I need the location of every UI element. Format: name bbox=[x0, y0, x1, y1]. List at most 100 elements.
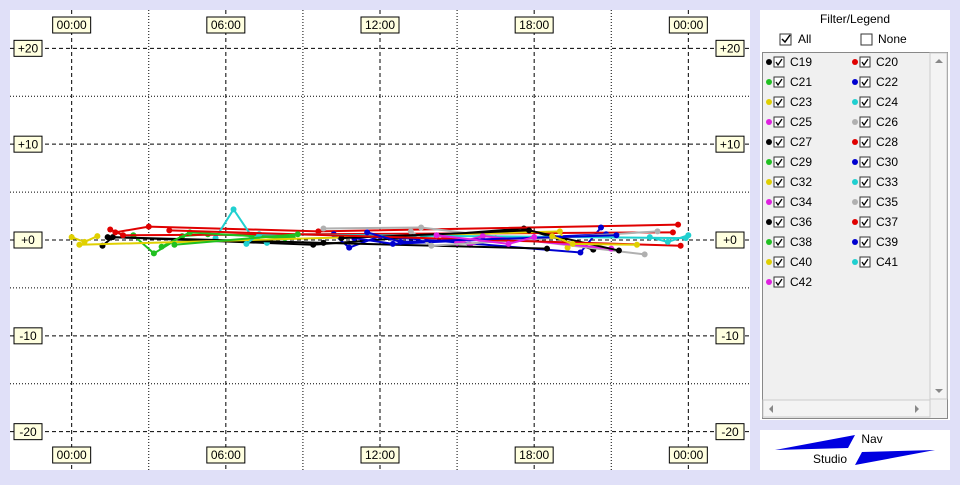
point bbox=[171, 241, 178, 248]
legend-swatch bbox=[766, 119, 772, 125]
legend-swatch bbox=[852, 179, 858, 185]
legend-swatch bbox=[852, 79, 858, 85]
legend-checkbox[interactable] bbox=[773, 156, 785, 168]
legend-label[interactable]: C34 bbox=[790, 195, 812, 209]
legend-checkbox[interactable] bbox=[773, 176, 785, 188]
point bbox=[243, 240, 250, 247]
series-line bbox=[174, 233, 298, 246]
point bbox=[641, 251, 648, 258]
legend-label[interactable]: C32 bbox=[790, 175, 812, 189]
check bbox=[861, 138, 869, 147]
legend-label[interactable]: C39 bbox=[876, 235, 898, 249]
none-label[interactable]: None bbox=[878, 32, 907, 46]
legend-checkbox[interactable] bbox=[773, 96, 785, 108]
point bbox=[556, 228, 563, 235]
legend-checkbox[interactable] bbox=[859, 256, 871, 268]
legend-checkbox[interactable] bbox=[773, 56, 785, 68]
legend-label[interactable]: C30 bbox=[876, 155, 898, 169]
x-tick-label-top-box bbox=[514, 16, 554, 34]
legend-label[interactable]: C21 bbox=[790, 75, 812, 89]
legend-label[interactable]: C37 bbox=[876, 215, 898, 229]
legend-checkbox[interactable] bbox=[773, 136, 785, 148]
legend-label[interactable]: C35 bbox=[876, 195, 898, 209]
v-scrollbar[interactable] bbox=[929, 52, 948, 400]
point bbox=[564, 244, 571, 251]
legend-label[interactable]: C33 bbox=[876, 175, 898, 189]
legend-swatch bbox=[852, 119, 858, 125]
legend-label[interactable]: C29 bbox=[790, 155, 812, 169]
check bbox=[775, 118, 783, 127]
logo-top: Nav bbox=[861, 432, 882, 446]
h-scrollbar[interactable] bbox=[762, 399, 931, 418]
check bbox=[861, 218, 869, 227]
legend-checkbox[interactable] bbox=[859, 236, 871, 248]
legend-label[interactable]: C36 bbox=[790, 215, 812, 229]
legend-checkbox[interactable] bbox=[859, 176, 871, 188]
legend-checkbox[interactable] bbox=[859, 96, 871, 108]
legend-label[interactable]: C20 bbox=[876, 55, 898, 69]
check bbox=[861, 258, 869, 267]
point bbox=[230, 206, 237, 213]
legend-checkbox[interactable] bbox=[773, 76, 785, 88]
legend-checkbox[interactable] bbox=[773, 236, 785, 248]
point bbox=[166, 227, 173, 234]
legend-label[interactable]: C38 bbox=[790, 235, 812, 249]
legend-swatch bbox=[766, 219, 772, 225]
x-tick-label-bottom: 00:00 bbox=[57, 448, 87, 462]
all-checkbox[interactable] bbox=[779, 33, 792, 46]
legend-label[interactable]: C42 bbox=[790, 275, 812, 289]
legend-label[interactable]: C23 bbox=[790, 95, 812, 109]
check bbox=[861, 58, 869, 67]
legend-checkbox[interactable] bbox=[859, 156, 871, 168]
legend-label[interactable]: C27 bbox=[790, 135, 812, 149]
check bbox=[861, 78, 869, 87]
legend-checkbox[interactable] bbox=[773, 116, 785, 128]
y-tick-label-left-box bbox=[13, 135, 43, 153]
scroll-down[interactable] bbox=[935, 389, 943, 393]
point bbox=[407, 228, 414, 235]
y-tick-label-right: -20 bbox=[721, 425, 739, 439]
legend-checkbox[interactable] bbox=[859, 216, 871, 228]
point bbox=[320, 225, 327, 232]
legend-checkbox[interactable] bbox=[859, 136, 871, 148]
legend-swatch bbox=[852, 159, 858, 165]
point bbox=[145, 223, 152, 230]
point bbox=[654, 228, 661, 235]
legend-swatch bbox=[852, 219, 858, 225]
check bbox=[775, 78, 783, 87]
legend-checkbox[interactable] bbox=[773, 196, 785, 208]
legend-checkbox[interactable] bbox=[773, 216, 785, 228]
none-checkbox[interactable] bbox=[860, 33, 873, 46]
scroll-up[interactable] bbox=[935, 59, 943, 63]
legend-label[interactable]: C25 bbox=[790, 115, 812, 129]
legend-checkbox[interactable] bbox=[859, 196, 871, 208]
scroll-left[interactable] bbox=[769, 405, 773, 413]
legend-label[interactable]: C19 bbox=[790, 55, 812, 69]
legend-checkbox[interactable] bbox=[859, 76, 871, 88]
legend-label[interactable]: C41 bbox=[876, 255, 898, 269]
all-label[interactable]: All bbox=[798, 32, 811, 46]
scroll-right[interactable] bbox=[915, 405, 919, 413]
legend-label[interactable]: C40 bbox=[790, 255, 812, 269]
legend-swatch bbox=[852, 239, 858, 245]
check bbox=[781, 34, 791, 44]
point bbox=[81, 238, 88, 245]
point bbox=[428, 242, 435, 249]
legend-swatch bbox=[766, 239, 772, 245]
check bbox=[861, 98, 869, 107]
legend-swatch bbox=[766, 139, 772, 145]
legend-checkbox[interactable] bbox=[859, 56, 871, 68]
y-tick-label-right: +0 bbox=[723, 233, 737, 247]
x-tick-label-top-box bbox=[668, 16, 708, 34]
legend-label[interactable]: C22 bbox=[876, 75, 898, 89]
point bbox=[294, 231, 301, 238]
legend-swatch bbox=[766, 259, 772, 265]
legend-label[interactable]: C26 bbox=[876, 115, 898, 129]
legend-checkbox[interactable] bbox=[773, 276, 785, 288]
legend-checkbox[interactable] bbox=[773, 256, 785, 268]
check bbox=[775, 178, 783, 187]
legend-checkbox[interactable] bbox=[859, 116, 871, 128]
point bbox=[569, 240, 576, 247]
legend-label[interactable]: C28 bbox=[876, 135, 898, 149]
legend-label[interactable]: C24 bbox=[876, 95, 898, 109]
